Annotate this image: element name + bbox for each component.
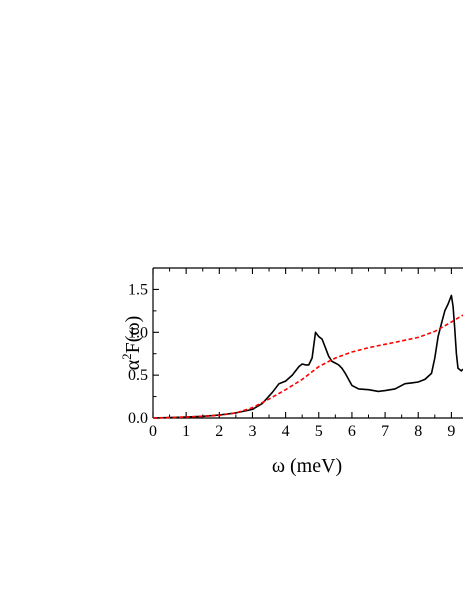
y-tick-label: 1.5 (128, 281, 148, 298)
x-tick-label: 4 (282, 423, 290, 440)
x-tick-label: 1 (182, 423, 190, 440)
x-tick-label: 6 (348, 423, 356, 440)
x-tick-label: 2 (215, 423, 223, 440)
y-tick-label: 0.5 (128, 367, 148, 384)
x-tick-label: 9 (447, 423, 455, 440)
y-axis-label-superscript: 2 (119, 353, 134, 360)
x-axis-label: ω (meV) (272, 455, 342, 477)
x-tick-label: 3 (248, 423, 256, 440)
series-layer (152, 294, 463, 419)
series-line-dashed-red (152, 314, 463, 419)
y-tick-label: 1.0 (128, 324, 148, 341)
x-tick-label: 5 (315, 423, 323, 440)
y-tick-label: 0.0 (128, 410, 148, 427)
series-line-solid-black (152, 294, 463, 419)
ticks (152, 268, 452, 419)
x-tick-label: 7 (381, 423, 389, 440)
x-tick-label: 0 (149, 423, 157, 440)
y-axis-label-base: α (122, 359, 144, 370)
x-tick-label: 8 (414, 423, 422, 440)
y-axis-label-rest: F(ω) (122, 316, 144, 354)
y-axis-label: α2F(ω) (119, 316, 144, 371)
tick-labels: 0 1 2 3 4 5 6 7 8 9 0.0 0.5 1.0 1.5 (128, 281, 455, 440)
plot-frame (152, 267, 463, 419)
